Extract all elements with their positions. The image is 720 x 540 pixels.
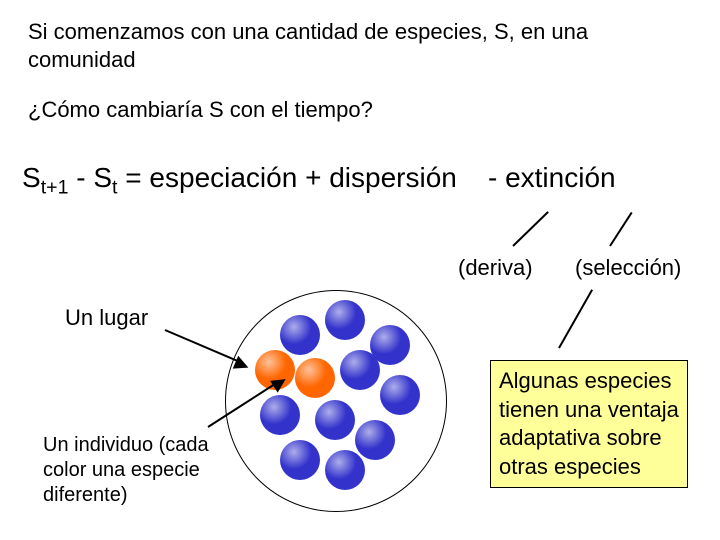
equation-speciation: especiación (149, 162, 297, 193)
species-dot (340, 350, 380, 390)
equation-extinction: - extinción (488, 162, 616, 193)
species-dot (295, 358, 335, 398)
species-dot (325, 300, 365, 340)
species-dot (355, 420, 395, 460)
equation-lhs: St+1 - St = (22, 162, 149, 193)
arrow-lugar-line (165, 329, 241, 363)
equation-spacer (465, 162, 481, 193)
equation-dispersion: + dispersión (305, 162, 457, 193)
species-dot (280, 440, 320, 480)
label-un-lugar: Un lugar (65, 304, 148, 333)
species-dot (325, 450, 365, 490)
species-dot (315, 400, 355, 440)
species-dot (280, 315, 320, 355)
info-box-l4: otras especies (499, 453, 679, 482)
equation-line: St+1 - St = especiación + dispersión - e… (22, 160, 616, 201)
info-box-l2: tienen una ventaja (499, 396, 679, 425)
arrow-deriva-line (512, 211, 548, 246)
intro-question: ¿Cómo cambiaría S con el tiempo? (28, 96, 373, 125)
arrow-seleccion-line (609, 211, 633, 246)
label-individuo-2: color una especie (43, 457, 200, 483)
intro-line-1: Si comenzamos con una cantidad de especi… (28, 18, 588, 47)
label-deriva: (deriva) (458, 254, 533, 283)
species-dot (380, 375, 420, 415)
label-seleccion: (selección) (575, 254, 681, 283)
label-individuo-3: diferente) (43, 482, 128, 508)
label-individuo-1: Un individuo (cada (43, 432, 209, 458)
arrow-box-line (558, 290, 593, 349)
info-box-l1: Algunas especies (499, 367, 679, 396)
intro-line-2: comunidad (28, 46, 136, 75)
species-dot (260, 395, 300, 435)
info-box-l3: adaptativa sobre (499, 424, 679, 453)
info-box: Algunas especies tienen una ventaja adap… (490, 360, 688, 488)
